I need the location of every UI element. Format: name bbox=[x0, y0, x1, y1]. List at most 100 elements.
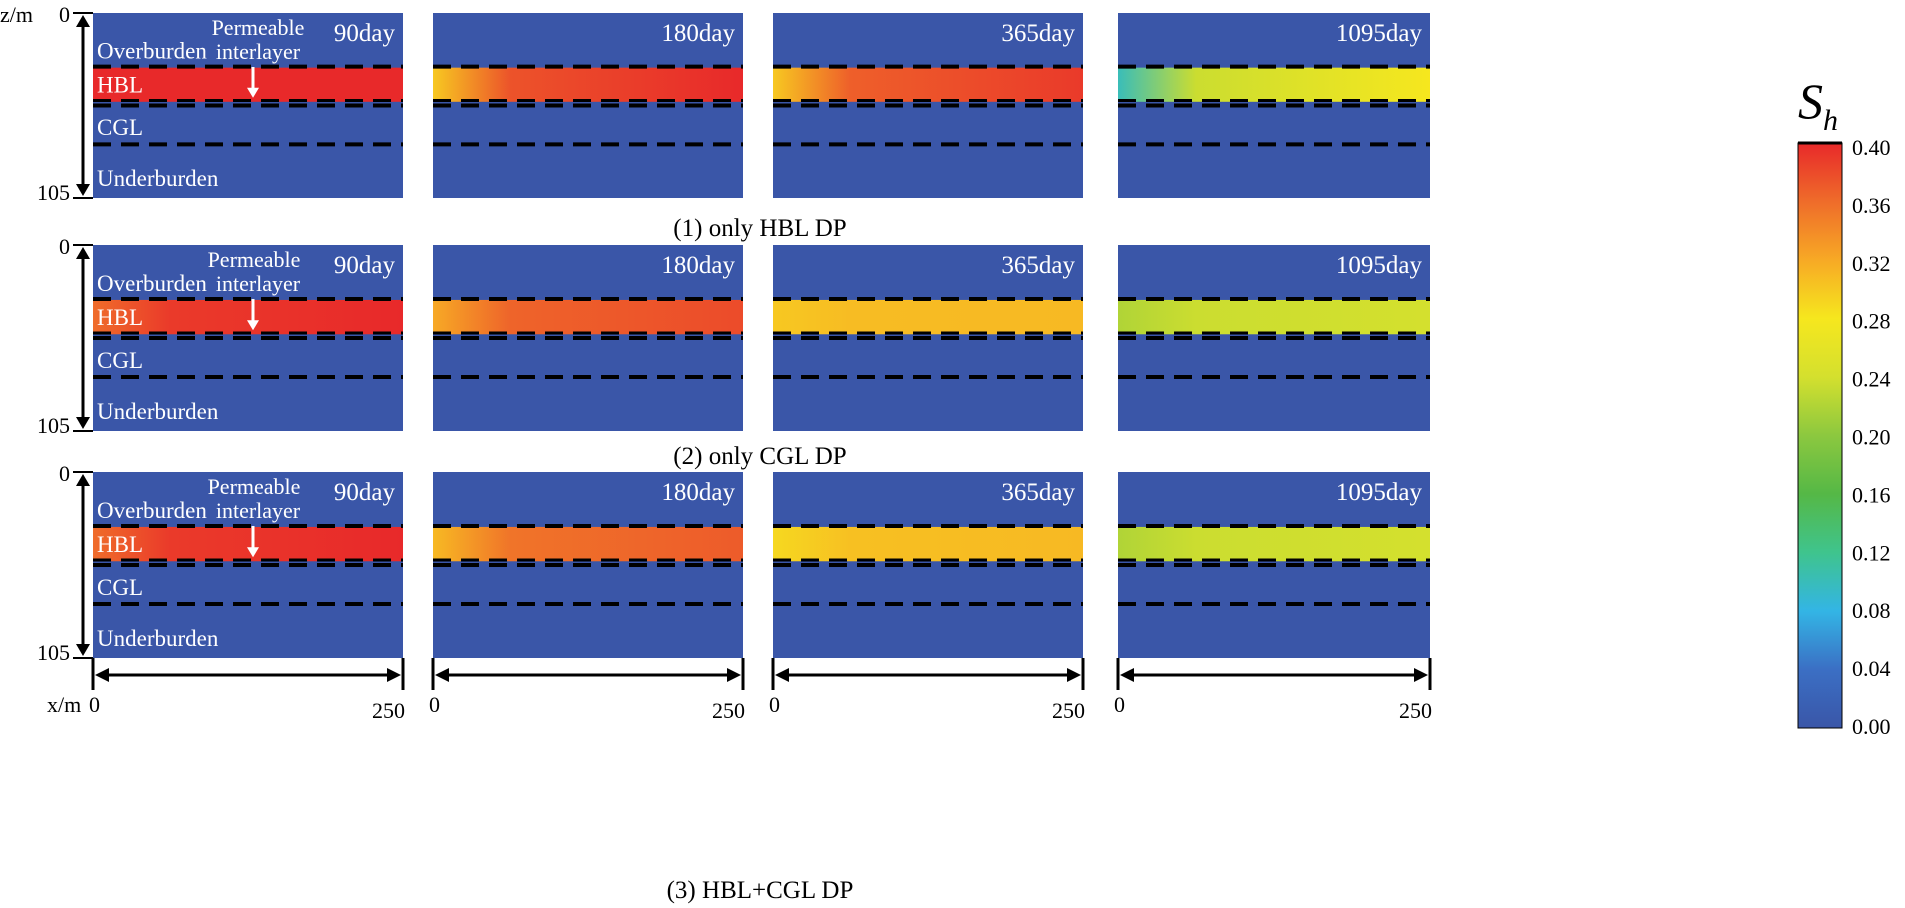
row-1: 90day 180day 365day 1095day Overburden HBL CGL… bbox=[0, 2, 1430, 242]
x-tick-label-end: 250 bbox=[1052, 698, 1085, 723]
hbl-saturation-band bbox=[773, 67, 1083, 102]
row-2: 90day 180day 365day 1095day Overburden HBL CGL… bbox=[37, 234, 1430, 470]
x-tick-label-end: 250 bbox=[712, 698, 745, 723]
z-axis-arrow-up bbox=[76, 247, 90, 259]
colorbar-tick-label: 0.36 bbox=[1852, 193, 1891, 218]
row-caption: (3) HBL+CGL DP bbox=[667, 877, 854, 904]
cgl-label: CGL bbox=[97, 115, 143, 140]
hbl-saturation-band bbox=[433, 299, 743, 335]
hbl-saturation-band bbox=[773, 526, 1083, 562]
panel: 365day bbox=[773, 13, 1083, 198]
time-label: 90day bbox=[334, 252, 396, 279]
colorbar-ticks: 0.40 0.36 0.32 0.28 0.24 0.20 0.16 0.12 0.08 0.04… bbox=[1798, 135, 1891, 739]
panel: 90day bbox=[93, 13, 403, 198]
time-label: 1095day bbox=[1336, 479, 1423, 506]
z-axis-arrow-up bbox=[76, 474, 90, 486]
x-axis-arrow-left bbox=[1120, 668, 1134, 682]
z-axis-label: z/m bbox=[0, 2, 33, 27]
hbl-saturation-band bbox=[93, 299, 403, 335]
hbl-saturation-band bbox=[433, 67, 743, 102]
z-axis-arrow-up bbox=[76, 15, 90, 27]
z-axis-arrow-down bbox=[76, 644, 90, 656]
overburden-label: Overburden bbox=[97, 39, 207, 64]
hbl-label: HBL bbox=[97, 532, 143, 557]
colorbar-tick-label: 0.20 bbox=[1852, 425, 1891, 450]
colorbar-tick-label: 0.08 bbox=[1852, 598, 1891, 623]
row-caption: (2) only CGL DP bbox=[673, 443, 846, 470]
time-label: 1095day bbox=[1336, 252, 1423, 279]
panel: 1095day bbox=[1118, 13, 1430, 198]
panel: 365day bbox=[773, 245, 1083, 431]
panel-grid: 90day 180day 365day 1095day Overburden HBL CGL… bbox=[0, 2, 1432, 904]
x-axis-arrow-right bbox=[1414, 668, 1428, 682]
z-tick-label-bottom: 105 bbox=[37, 640, 70, 665]
x-axis-label: x/m bbox=[47, 692, 81, 717]
annotation-arrowhead bbox=[247, 87, 259, 98]
annotation-line1: Permeable bbox=[208, 474, 301, 499]
x-axis-arrow-right bbox=[727, 668, 741, 682]
panel: 365day bbox=[773, 472, 1083, 658]
z-axis-arrow-down bbox=[76, 184, 90, 196]
hbl-label: HBL bbox=[97, 305, 143, 330]
z-tick-label-top: 0 bbox=[59, 234, 70, 259]
colorbar-tick-label: 0.12 bbox=[1852, 540, 1891, 565]
annotation-arrowhead bbox=[247, 320, 259, 331]
annotation-arrowhead bbox=[247, 547, 259, 558]
row-caption: (1) only HBL DP bbox=[673, 215, 846, 242]
panel: 1095day bbox=[1118, 245, 1430, 431]
colorbar-tick-label: 0.04 bbox=[1852, 656, 1891, 681]
x-tick-label-start: 0 bbox=[1114, 692, 1125, 717]
colorbar-symbol: Sh bbox=[1798, 73, 1838, 137]
time-label: 90day bbox=[334, 20, 396, 47]
colorbar-tick-label: 0.28 bbox=[1852, 309, 1891, 334]
annotation-line2: interlayer bbox=[216, 271, 301, 296]
time-label: 365day bbox=[1001, 252, 1075, 279]
x-axis-arrow-right bbox=[1067, 668, 1081, 682]
hbl-saturation-band bbox=[93, 67, 403, 102]
x-axis-arrow-left bbox=[775, 668, 789, 682]
annotation-line1: Permeable bbox=[212, 15, 305, 40]
x-axis-arrow-left bbox=[95, 668, 109, 682]
z-tick-label-top: 0 bbox=[59, 2, 70, 27]
colorbar-tick-label: 0.24 bbox=[1852, 367, 1891, 392]
annotation-line1: Permeable bbox=[208, 247, 301, 272]
time-label: 180day bbox=[661, 20, 735, 47]
colorbar-tick-label: 0.40 bbox=[1852, 135, 1891, 160]
hbl-saturation-band bbox=[773, 299, 1083, 335]
colorbar-tick-label: 0.16 bbox=[1852, 482, 1891, 507]
x-tick-label-start: 0 bbox=[89, 692, 100, 717]
annotation-line2: interlayer bbox=[216, 498, 301, 523]
time-label: 180day bbox=[661, 479, 735, 506]
z-tick-label-bottom: 105 bbox=[37, 413, 70, 438]
hbl-saturation-band bbox=[1118, 526, 1430, 562]
time-label: 180day bbox=[661, 252, 735, 279]
z-tick-label-bottom: 105 bbox=[37, 180, 70, 205]
x-axis-arrow-left bbox=[435, 668, 449, 682]
underburden-label: Underburden bbox=[97, 166, 219, 191]
hbl-saturation-band bbox=[1118, 299, 1430, 335]
panel: 180day bbox=[433, 472, 743, 658]
cgl-label: CGL bbox=[97, 575, 143, 600]
hbl-label: HBL bbox=[97, 73, 143, 98]
colorbar-tick-label: 0.32 bbox=[1852, 251, 1891, 276]
time-label: 90day bbox=[334, 479, 396, 506]
colorbar: Sh 0.400.360.320.280.240.200.160.120.080… bbox=[1797, 73, 1891, 739]
cgl-label: CGL bbox=[97, 348, 143, 373]
x-tick-label-start: 0 bbox=[769, 692, 780, 717]
panel: 1095day bbox=[1118, 472, 1430, 658]
underburden-label: Underburden bbox=[97, 399, 219, 424]
x-axis-arrow-right bbox=[387, 668, 401, 682]
panel: 180day bbox=[433, 13, 743, 198]
x-tick-label-start: 0 bbox=[429, 692, 440, 717]
panel: 90day bbox=[93, 245, 403, 431]
x-tick-label-end: 250 bbox=[1399, 698, 1432, 723]
z-axis-arrow-down bbox=[76, 417, 90, 429]
hbl-saturation-band bbox=[433, 526, 743, 562]
overburden-label: Overburden bbox=[97, 271, 207, 296]
hbl-saturation-band bbox=[93, 526, 403, 562]
colorbar-bar bbox=[1797, 142, 1843, 729]
x-tick-label-end: 250 bbox=[372, 698, 405, 723]
underburden-label: Underburden bbox=[97, 626, 219, 651]
panel: 180day bbox=[433, 245, 743, 431]
